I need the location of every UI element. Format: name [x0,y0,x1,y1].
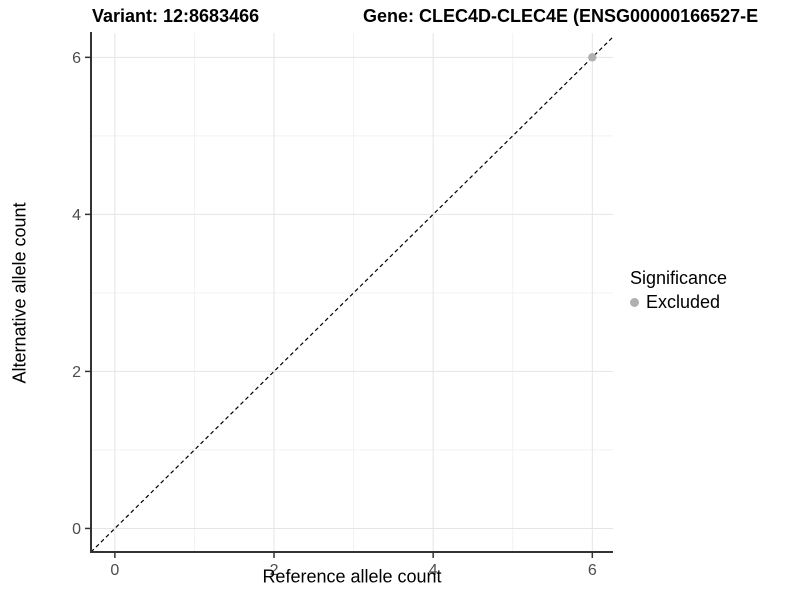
legend-title: Significance [630,268,728,288]
variant-title: Variant: 12:8683466 [92,6,260,26]
x-tick-label: 6 [588,562,597,579]
gene-title: Gene: CLEC4D-CLEC4E (ENSG00000166527-E [363,6,759,26]
legend: Significance Excluded [630,268,727,313]
y-tick-label: 2 [72,364,81,381]
legend-item-label: Excluded [646,292,721,312]
x-axis-title: Reference allele count [262,566,442,587]
y-tick-label: 6 [72,50,81,67]
data-point-excluded [588,53,597,62]
legend-item-excluded: Excluded [630,292,727,313]
x-tick-label: 2 [270,562,279,579]
y-tick-label: 4 [72,207,81,224]
x-tick-label: 4 [429,562,438,579]
excluded-marker-icon [630,298,639,307]
y-tick-label: 0 [72,521,81,538]
y-axis-title: Alternative allele count [9,202,30,384]
identity-line [90,36,614,553]
x-tick-label: 0 [110,562,119,579]
